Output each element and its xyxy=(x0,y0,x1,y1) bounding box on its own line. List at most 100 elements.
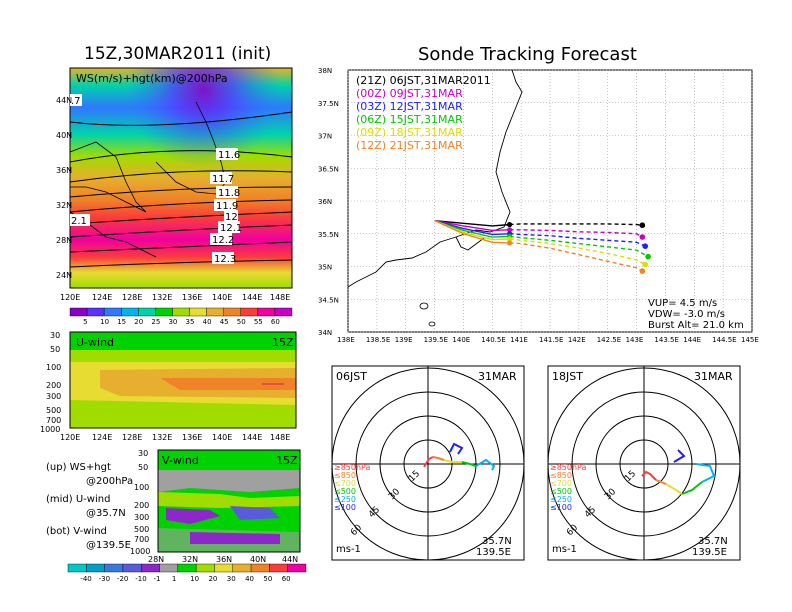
contour-label: 11.9 xyxy=(216,201,238,212)
colorbar-label: 55 xyxy=(254,318,263,324)
colorbar-swatch xyxy=(104,563,124,573)
track-line-forecast xyxy=(509,235,649,258)
lon-tick: 148E xyxy=(270,433,290,442)
contour-label: 12.3 xyxy=(214,254,236,265)
colorbar-label: 40 xyxy=(245,575,254,583)
pres-tick: 30 xyxy=(138,449,148,458)
track-point xyxy=(507,240,513,246)
pres-tick: 30 xyxy=(50,331,60,340)
colorbar-swatch xyxy=(155,307,173,317)
colorbar-label: 10 xyxy=(190,575,199,583)
colorbar-swatch xyxy=(122,563,142,573)
hodo-legend-item: ≤100 xyxy=(334,503,356,512)
track-line xyxy=(434,219,510,238)
lon-tick: 143.5E xyxy=(654,336,678,344)
track-legend-item: (12Z) 21JST,31MAR xyxy=(356,139,463,152)
pres-tick: 300 xyxy=(134,513,149,522)
track-line-forecast xyxy=(509,229,643,238)
contour-label: .7 xyxy=(71,96,81,107)
lon-tick: 136E xyxy=(182,293,202,302)
pres-tick: 500 xyxy=(46,406,61,415)
colorbar-label: -1 xyxy=(154,575,161,583)
colorbar-swatch xyxy=(287,563,307,573)
hodo-lat: 35.7N xyxy=(698,536,728,547)
lon-tick: 128E xyxy=(122,293,142,302)
hodo-legend-item: ≤250 xyxy=(550,495,572,504)
lat-tick: 34N xyxy=(318,329,332,337)
colorbar-swatch xyxy=(86,563,105,573)
burst-param: Burst Alt= 21.0 km xyxy=(648,320,744,331)
lon-tick: 138.5E xyxy=(366,336,390,344)
v-wind-time: 15Z xyxy=(276,454,298,467)
track-line xyxy=(434,220,510,244)
pres-tick: 200 xyxy=(46,381,61,390)
track-line-forecast xyxy=(509,238,646,266)
hodo-legend-item: ≥850hPa xyxy=(550,463,587,472)
track-legend-item: (03Z) 12JST,31MAR xyxy=(356,100,463,113)
lat-tick: 36N xyxy=(216,555,232,564)
hodo-legend-item: ≤500 xyxy=(334,487,356,496)
contour-label: 11.6 xyxy=(218,150,240,161)
contour-label-group: 11.6 11.7 11.8 11.9 12 12.1 12.2 12.3 .7… xyxy=(70,94,242,265)
lat-tick: 36.5N xyxy=(318,165,339,173)
colorbar-swatch xyxy=(177,563,197,573)
hodo-lon: 139.5E xyxy=(692,547,727,558)
hodo-legend-item: ≤850 xyxy=(334,471,356,480)
colorbar-label: -30 xyxy=(99,575,110,583)
pres-tick: 1000 xyxy=(130,547,150,556)
colorbar-label: 60 xyxy=(282,575,291,583)
lat-tick: 40N xyxy=(56,131,72,140)
lon-tick: 124E xyxy=(92,433,112,442)
hodo-legend-item: ≤700 xyxy=(550,479,572,488)
init-time-title: 15Z,30MAR2011 (init) xyxy=(84,44,272,64)
colorbar-label: 50 xyxy=(263,575,272,583)
hodo-legend-item: ≥850hPa xyxy=(334,463,371,472)
lat-tick: 44N xyxy=(282,555,298,564)
lon-tick: 140E xyxy=(452,336,470,344)
colorbar-swatch xyxy=(223,307,241,317)
lat-tick: 28N xyxy=(56,236,72,245)
track-panel: 138E 138.5E 139E 139.5E 140E 140.5E 141E 141.5E… xyxy=(318,67,759,344)
track-line-forecast xyxy=(509,233,646,247)
hodo-date: 31MAR xyxy=(694,370,733,383)
colorbar-swatch xyxy=(103,307,122,317)
colorbar-label: 10 xyxy=(100,318,109,324)
v-wind-panel: V-wind 15Z 30 50 100 200 300 500 700 100… xyxy=(130,449,301,564)
hodo-legend-item: ≤850 xyxy=(550,471,572,480)
lat-tick: 35.5N xyxy=(318,231,339,239)
lon-tick: 140E xyxy=(212,293,232,302)
colorbar-swatch xyxy=(232,563,252,573)
track-line-forecast xyxy=(509,223,643,226)
lon-tick: 124E xyxy=(92,293,112,302)
lon-tick: 141E xyxy=(510,336,528,344)
colorbar-label: -20 xyxy=(117,575,128,583)
colorbar-label: 30 xyxy=(227,575,236,583)
legend-mid: (mid) U-wind xyxy=(46,494,111,505)
colorbar-swatch xyxy=(172,307,190,317)
pres-tick: 1000 xyxy=(40,425,60,434)
colorbar-swatch xyxy=(121,307,139,317)
track-endpoint xyxy=(642,243,649,249)
lat-tick: 32N xyxy=(56,201,72,210)
u-wind-label: U-wind xyxy=(76,336,114,349)
hodo-title: 06JST xyxy=(336,370,367,383)
track-line-forecast xyxy=(509,242,643,272)
lon-tick: 141.5E xyxy=(539,336,563,344)
lon-tick: 138E xyxy=(337,336,355,344)
wind-speed-map-panel: 11.6 11.7 11.8 11.9 12 12.1 12.2 12.3 .7… xyxy=(56,67,293,324)
colorbar-swatch xyxy=(250,563,270,573)
lon-tick: 148E xyxy=(270,293,290,302)
track-endpoint xyxy=(639,222,646,229)
track-legend-item: (06Z) 15JST,31MAR xyxy=(356,113,463,126)
colorbar-swatch xyxy=(138,307,156,317)
pres-tick: 700 xyxy=(134,535,149,544)
lon-tick: 128E xyxy=(122,433,142,442)
colorbar-label: 60 xyxy=(271,318,280,324)
colorbar-swatch xyxy=(206,307,224,317)
lon-tick: 120E xyxy=(60,293,80,302)
colorbar-label: 35 xyxy=(186,318,195,324)
lon-tick: 145E xyxy=(741,336,759,344)
lat-tick: 34.5N xyxy=(318,296,339,304)
track-endpoint xyxy=(639,268,646,274)
track-point xyxy=(507,221,513,228)
